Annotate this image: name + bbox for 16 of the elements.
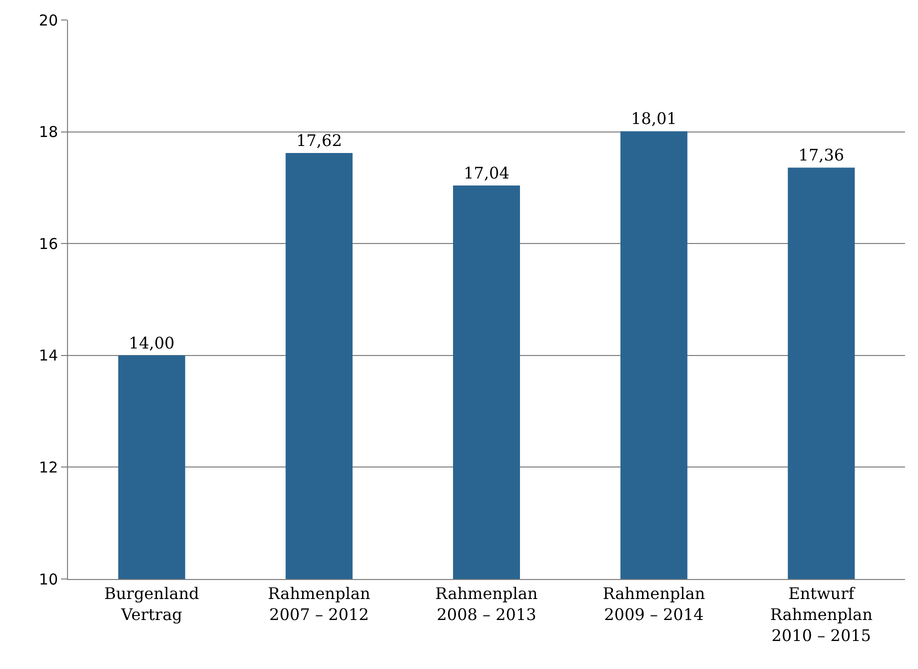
data-label: 14,00 [128, 333, 175, 352]
x-tick-label: Rahmenplan 2008 – 2013 [435, 584, 538, 624]
y-tick-label: 20 [38, 11, 58, 30]
y-tick-label: 10 [38, 570, 58, 588]
y-tick-label: 16 [38, 234, 58, 253]
data-label: 17,36 [798, 146, 844, 165]
x-tick-label: Rahmenplan 2009 – 2014 [602, 584, 706, 624]
y-tick-label: 18 [38, 123, 58, 142]
y-tick-label: 14 [38, 346, 58, 365]
x-tick-label: Entwurf Rahmenplan 2010 – 2015 [770, 584, 873, 645]
data-label: 18,01 [630, 109, 677, 128]
data-label: 17,62 [296, 131, 342, 150]
x-tick-label: Rahmenplan 2007 – 2012 [268, 584, 370, 624]
data-label: 17,04 [464, 163, 510, 182]
y-tick-label: 12 [38, 458, 58, 476]
x-tick-label: Burgenland Vertrag [104, 584, 200, 624]
